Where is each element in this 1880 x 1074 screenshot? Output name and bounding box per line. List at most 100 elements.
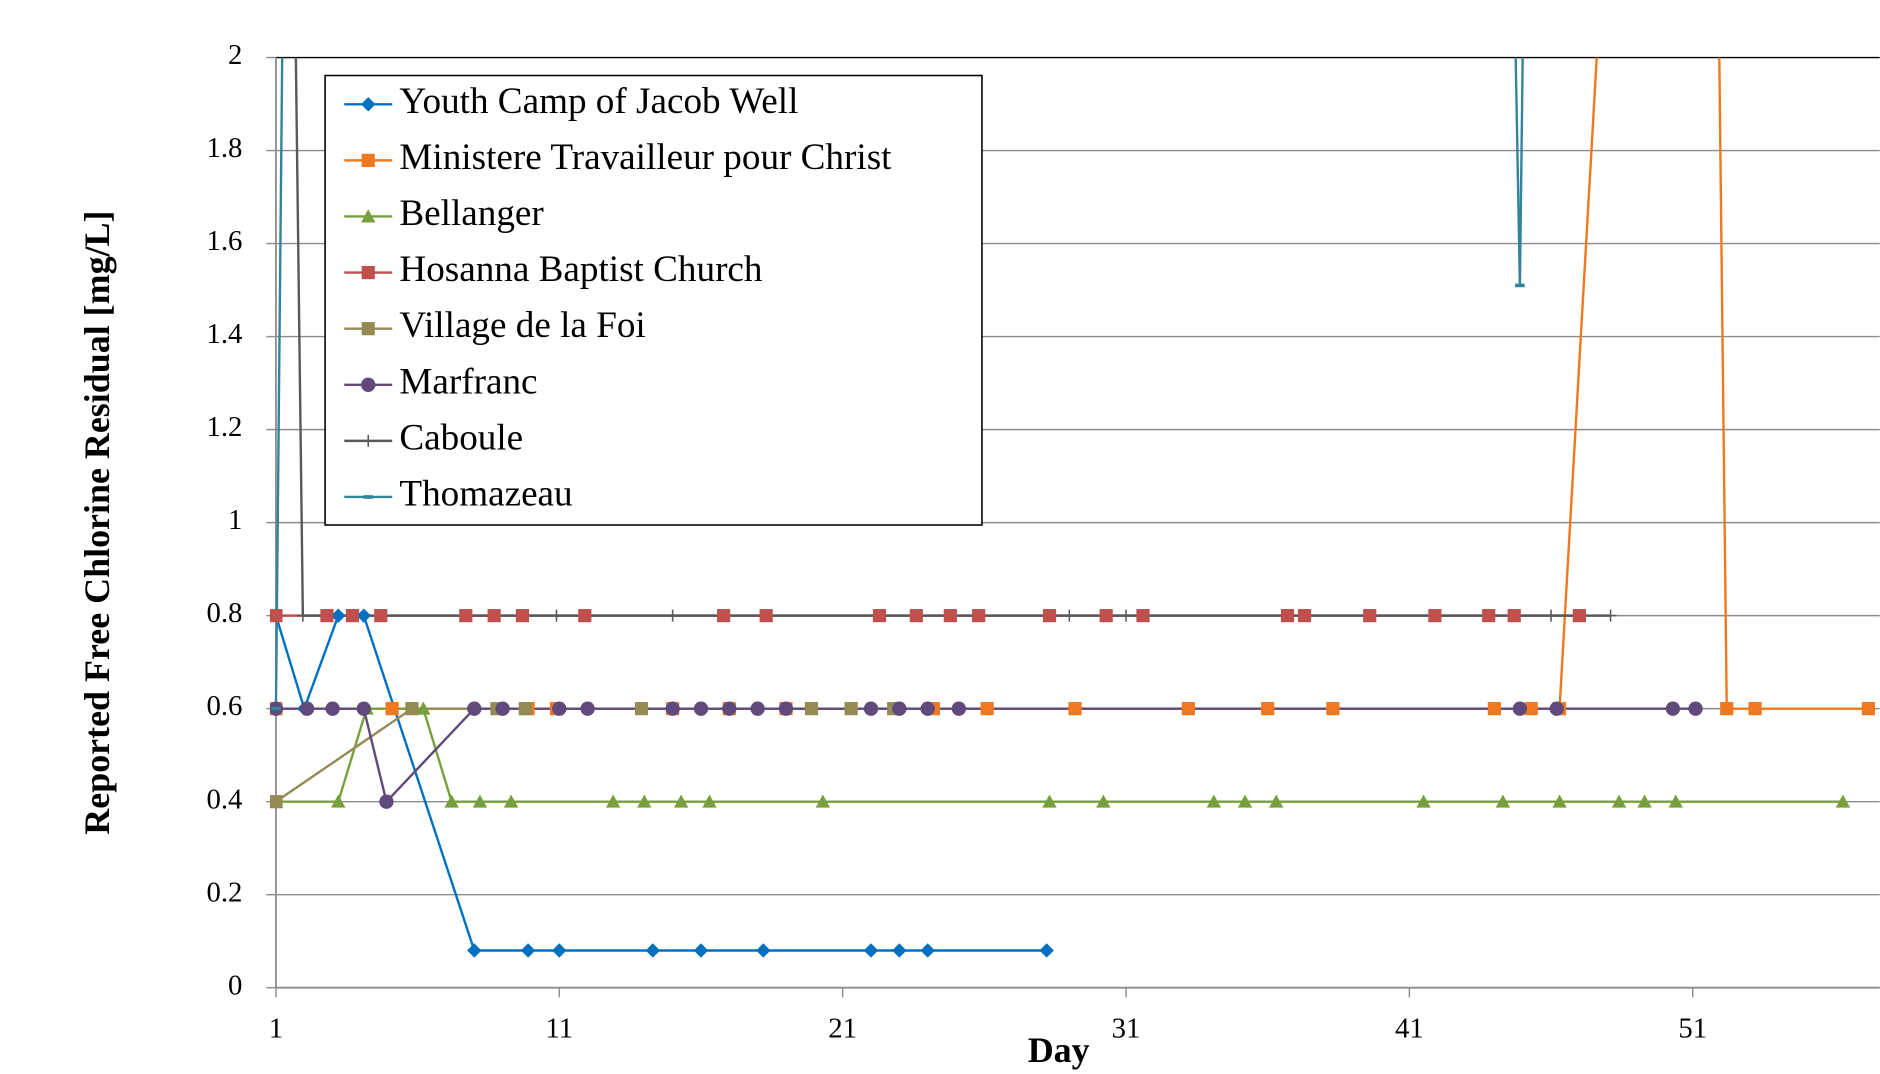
x-tick-label: 11 [545, 1012, 573, 1044]
marker [1495, 794, 1511, 808]
marker [356, 701, 371, 716]
marker [1748, 702, 1762, 716]
marker [666, 609, 679, 622]
marker [943, 609, 957, 623]
marker [269, 795, 283, 809]
marker [702, 794, 717, 808]
marker [1552, 794, 1567, 808]
legend-label: Bellanger [399, 193, 544, 234]
legend-label: Thomazeau [399, 473, 572, 514]
x-axis-title: Day [1028, 1030, 1090, 1070]
marker [673, 794, 689, 808]
y-tick-label: 1.8 [206, 132, 242, 164]
marker [1237, 794, 1253, 808]
marker [495, 701, 510, 716]
marker [1507, 609, 1521, 623]
marker [892, 943, 907, 958]
legend-marker [362, 434, 375, 447]
legend-label: Hosanna Baptist Church [399, 249, 763, 290]
marker [951, 701, 967, 716]
legend-label: Youth Camp of Jacob Well [399, 81, 798, 122]
y-tick-label: 2 [228, 39, 242, 71]
legend-marker [361, 209, 376, 223]
marker [269, 609, 283, 623]
marker [1136, 609, 1150, 623]
legend-label: Ministere Travailleur pour Christ [399, 137, 892, 178]
marker [759, 609, 773, 623]
legend-marker [361, 377, 376, 392]
y-tick-label: 1 [228, 504, 242, 536]
marker [515, 609, 530, 623]
marker [722, 701, 737, 716]
marker [645, 943, 661, 958]
series-line [275, 707, 1696, 805]
marker [552, 943, 567, 958]
marker [325, 701, 340, 716]
marker [1042, 794, 1057, 808]
marker [844, 702, 858, 716]
legend-label: Marfranc [399, 361, 537, 402]
y-tick-label: 0.2 [206, 876, 242, 908]
marker [467, 943, 482, 958]
legend-marker [363, 495, 374, 499]
marker [1099, 609, 1113, 623]
marker [909, 609, 923, 623]
marker [1363, 609, 1377, 623]
marker [1416, 794, 1431, 808]
marker [1545, 609, 1558, 622]
marker [1604, 609, 1617, 622]
marker [863, 943, 879, 958]
marker [1181, 702, 1195, 716]
x-tick-label: 41 [1395, 1012, 1424, 1044]
series-line [274, 57, 1524, 709]
marker [1042, 609, 1057, 623]
marker [520, 943, 536, 958]
marker [578, 609, 592, 623]
legend-marker [361, 153, 375, 167]
marker [920, 943, 935, 958]
marker [980, 702, 994, 716]
marker [487, 609, 501, 623]
legend-box [324, 74, 983, 526]
marker [1611, 794, 1627, 808]
y-tick-label: 1.4 [206, 318, 242, 350]
marker [374, 609, 388, 623]
marker [1261, 702, 1275, 716]
marker [892, 701, 907, 716]
marker [1428, 609, 1442, 623]
marker [872, 609, 887, 623]
marker [920, 701, 935, 716]
marker [379, 794, 394, 809]
marker [552, 701, 567, 716]
legend-label: Village de la Foi [399, 305, 645, 346]
marker [331, 794, 346, 808]
marker [1637, 794, 1652, 808]
marker [550, 609, 563, 622]
marker [1326, 702, 1340, 716]
marker [1688, 701, 1703, 716]
marker [1861, 702, 1876, 716]
marker [299, 701, 315, 716]
marker [405, 702, 419, 716]
marker [345, 609, 360, 623]
legend-marker [361, 265, 375, 280]
marker [1063, 609, 1076, 622]
marker [1515, 283, 1525, 288]
marker [472, 794, 488, 808]
marker [1482, 609, 1496, 623]
plot-area [269, 57, 1876, 958]
marker [416, 701, 431, 715]
y-tick-label: 0.6 [206, 690, 242, 722]
marker [693, 701, 709, 716]
marker [693, 943, 709, 958]
y-tick-label: 0 [228, 969, 242, 1001]
marker [634, 702, 649, 716]
marker [717, 609, 731, 623]
legend-marker [361, 322, 375, 336]
marker [1206, 794, 1222, 808]
marker [518, 702, 532, 716]
series-line [275, 707, 1843, 803]
y-tick-label: 1.6 [206, 225, 242, 257]
legend-marker [361, 97, 376, 112]
